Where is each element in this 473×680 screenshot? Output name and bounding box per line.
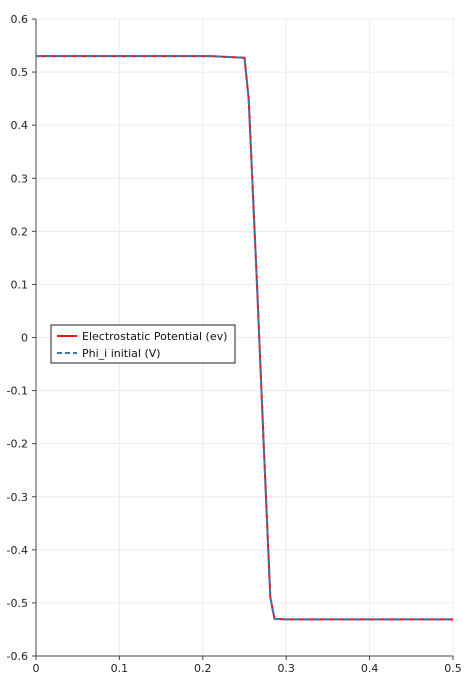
- y-tick-label: -0.3: [7, 491, 28, 504]
- y-tick-label: -0.4: [7, 544, 28, 557]
- y-tick-label: -0.6: [7, 650, 28, 663]
- x-tick-label: 0.5: [444, 662, 462, 675]
- y-tick-label: 0.4: [11, 119, 29, 132]
- y-tick-label: 0: [21, 332, 28, 345]
- y-tick-label: -0.5: [7, 597, 28, 610]
- y-tick-label: -0.2: [7, 438, 28, 451]
- x-tick-label: 0.1: [111, 662, 129, 675]
- y-tick-label: 0.1: [11, 278, 29, 291]
- x-tick-label: 0.3: [277, 662, 295, 675]
- legend-label-2: Phi_i initial (V): [82, 347, 161, 360]
- legend-box: [50, 324, 236, 364]
- x-tick-label: 0: [33, 662, 40, 675]
- legend: Electrostatic Potential (ev) Phi_i initia…: [50, 324, 236, 364]
- y-tick-label: 0.6: [11, 13, 29, 26]
- x-tick-label: 0.2: [194, 662, 212, 675]
- series-line-2: [36, 55, 453, 621]
- y-tick-label: -0.1: [7, 385, 28, 398]
- x-tick-label: 0.4: [361, 662, 379, 675]
- series-layer: [36, 55, 453, 621]
- y-tick-label: 0.2: [11, 225, 29, 238]
- axes: 0 0.1 0.2 0.3 0.4 0.5 0.6 0.5 0.4 0.3 0.2 0.1 0 -0.1 -…: [7, 13, 462, 675]
- y-tick-label: 0.3: [11, 172, 29, 185]
- y-tick-label: 0.5: [11, 66, 29, 79]
- legend-label-1: Electrostatic Potential (ev): [82, 330, 227, 343]
